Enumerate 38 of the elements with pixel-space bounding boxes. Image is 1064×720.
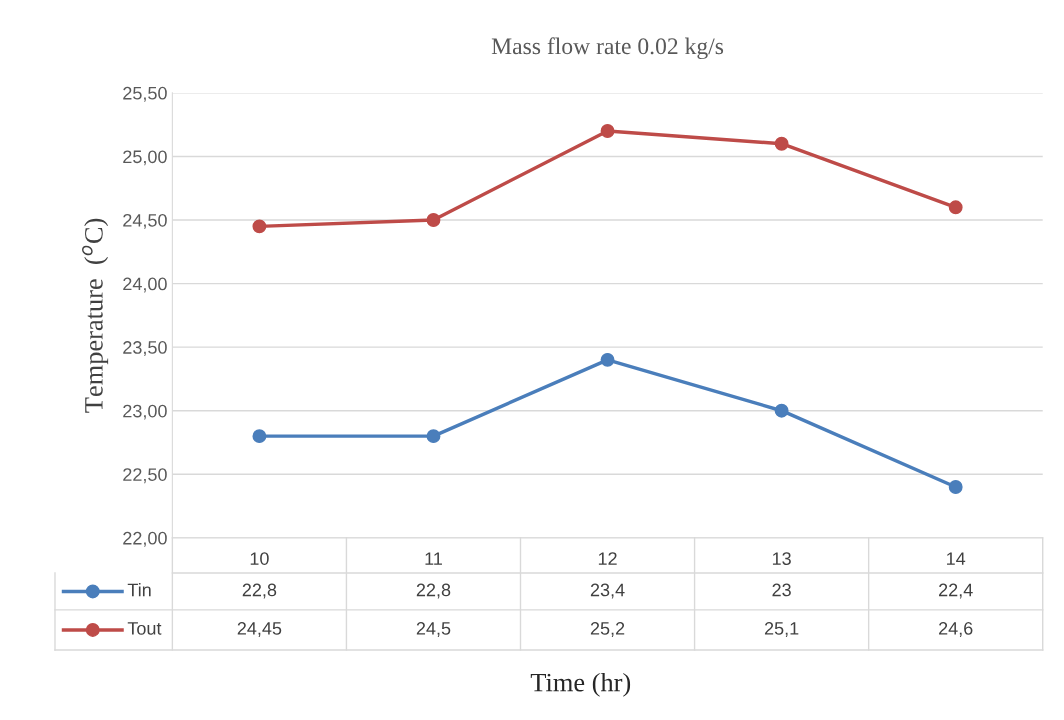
x-axis-title: Time (hr) bbox=[530, 672, 631, 697]
point bbox=[774, 136, 789, 151]
y-tick-label: 22,50 bbox=[123, 468, 167, 484]
point bbox=[600, 124, 615, 138]
data-label: 23 bbox=[772, 583, 791, 597]
y-tick-label: 25,00 bbox=[123, 150, 167, 166]
point bbox=[774, 403, 789, 418]
data-label: 23,4 bbox=[590, 583, 625, 599]
point bbox=[426, 213, 441, 227]
data-label: 24,45 bbox=[237, 622, 282, 637]
y-axis-title: Temperature ($^{o}$C) bbox=[82, 218, 109, 413]
y-tick-label: 23,00 bbox=[123, 404, 167, 420]
legend-label: Tin bbox=[127, 583, 151, 597]
x-tick-label: 11 bbox=[425, 552, 442, 565]
y-tick-label: 24,50 bbox=[123, 213, 167, 229]
data-label: 22,8 bbox=[416, 583, 451, 599]
y-tick-label: 24,00 bbox=[123, 277, 167, 293]
y-tick-label: 22,00 bbox=[123, 531, 167, 547]
y-tick-label: 25,50 bbox=[123, 86, 167, 102]
chart-title: Mass flow rate 0.02 kg/s bbox=[491, 37, 724, 60]
data-label: 25,1 bbox=[764, 622, 799, 637]
data-label: 25,2 bbox=[590, 622, 625, 637]
x-tick-label: 12 bbox=[598, 552, 617, 565]
legend-label: Tout bbox=[127, 622, 162, 635]
point bbox=[948, 200, 963, 215]
y-tick-label: 23,50 bbox=[123, 341, 167, 356]
point bbox=[252, 219, 267, 234]
data-label: 22,8 bbox=[242, 583, 277, 599]
data-label: 24,6 bbox=[939, 622, 973, 637]
point bbox=[252, 429, 267, 444]
point bbox=[600, 352, 615, 367]
data-label: 24,5 bbox=[416, 622, 451, 637]
point bbox=[948, 480, 963, 494]
data-label: 22,4 bbox=[939, 583, 973, 599]
x-tick-label: 13 bbox=[772, 552, 791, 565]
x-tick-label: 10 bbox=[250, 552, 269, 565]
point bbox=[426, 429, 441, 444]
x-tick-label: 14 bbox=[947, 552, 966, 565]
